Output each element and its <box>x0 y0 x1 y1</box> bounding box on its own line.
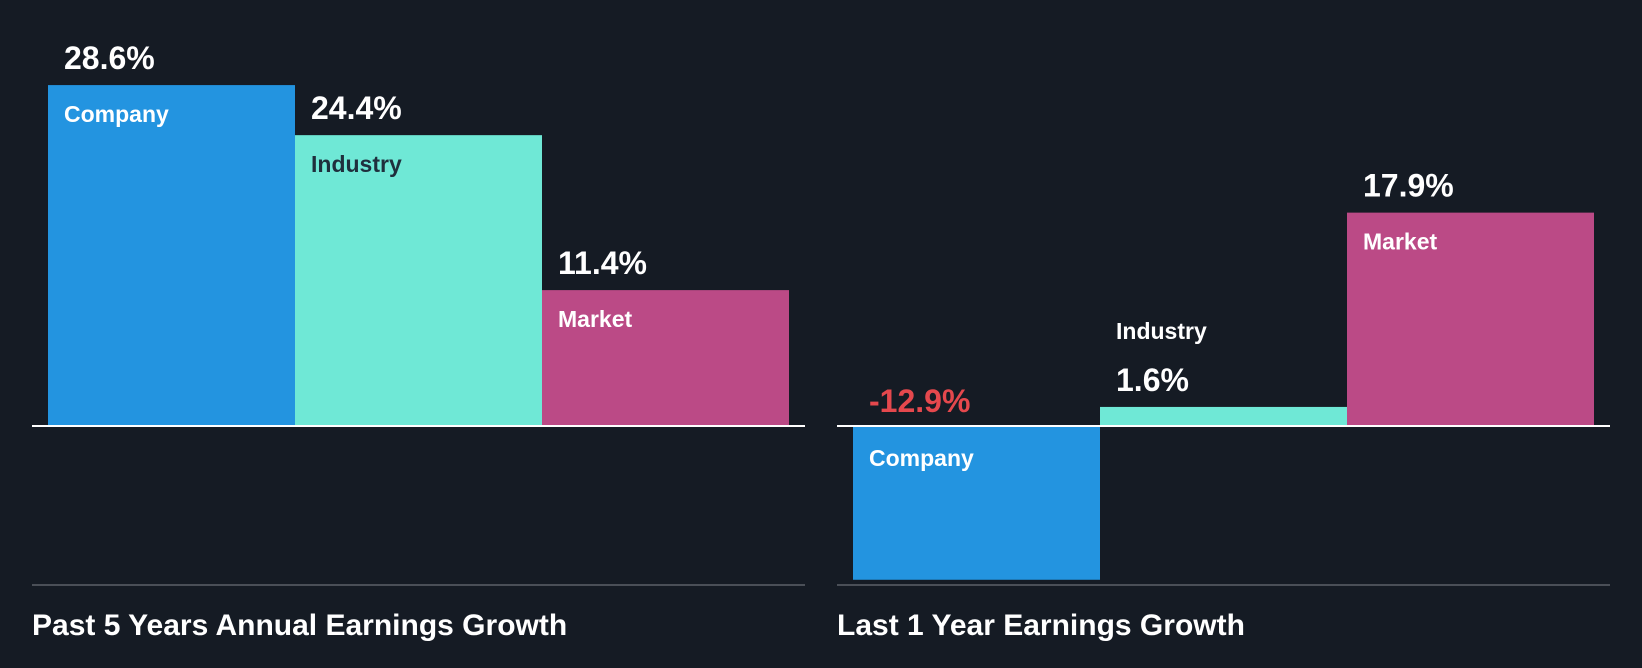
panel2-category-label-market: Market <box>1363 229 1437 255</box>
panel1-chart-title: Past 5 Years Annual Earnings Growth <box>32 609 567 642</box>
panel1-category-label-company: Company <box>64 101 169 127</box>
panel1-value-label-market: 11.4% <box>558 245 647 281</box>
panel1-bar-company <box>48 85 295 426</box>
panel2-category-label-industry: Industry <box>1116 318 1207 344</box>
panel1-value-label-industry: 24.4% <box>311 90 402 126</box>
panel2-chart-title: Last 1 Year Earnings Growth <box>837 609 1245 642</box>
panel2-bar-industry <box>1100 406 1347 426</box>
panel1-category-label-market: Market <box>558 306 632 332</box>
panel2-value-label-market: 17.9% <box>1363 168 1454 204</box>
panel2-value-label-company: -12.9% <box>869 383 970 419</box>
panel1-bar-market <box>542 290 789 426</box>
panel2-value-label-industry: 1.6% <box>1116 362 1189 398</box>
panel1-bar-industry <box>295 135 542 427</box>
panel2-category-label-company: Company <box>869 445 974 471</box>
panel1-value-label-company: 28.6% <box>64 40 155 76</box>
panel1-category-label-industry: Industry <box>311 151 402 177</box>
panel2-bar-company <box>853 426 1100 580</box>
panel2-bar-market <box>1347 212 1594 426</box>
